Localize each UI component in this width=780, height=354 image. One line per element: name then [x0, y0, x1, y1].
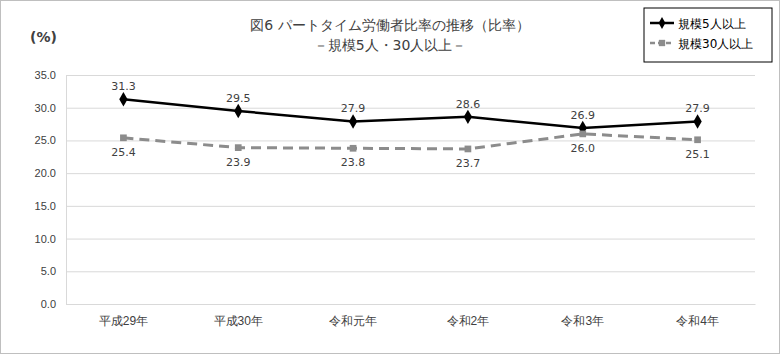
- point: [464, 110, 472, 124]
- legend-label: 規模5人以上: [678, 17, 746, 31]
- x-tick: 平成30年: [214, 304, 263, 328]
- point: [465, 146, 472, 153]
- x-tick-label: 平成30年: [214, 314, 263, 328]
- grid-line: [66, 75, 755, 76]
- y-tick-label: 25.0: [35, 134, 56, 146]
- grid-line: [66, 108, 755, 109]
- y-tick: 10.0: [35, 233, 755, 245]
- x-tick: 令和3年: [561, 304, 604, 328]
- y-label: (%): [30, 29, 57, 45]
- point: [350, 145, 357, 152]
- point: [349, 114, 357, 128]
- point: [579, 131, 586, 138]
- point: [235, 144, 242, 151]
- y-tick-label: 0.0: [41, 298, 56, 310]
- data-label: 28.6: [456, 98, 481, 111]
- subtitle: －規模5人・30人以上－: [314, 37, 467, 53]
- grid-line: [66, 271, 755, 272]
- data-labels: 31.3 29.5 27.9 28.6 26.9 27.9 25.4 23.9 23.8 23.7…: [111, 80, 710, 170]
- marks: [119, 92, 701, 152]
- series-line: [123, 134, 697, 149]
- point: [119, 92, 127, 106]
- data-label: 27.9: [341, 102, 366, 115]
- y-axis-line: [66, 76, 67, 305]
- x-axis: 平成29年 平成30年 令和元年 令和2年 令和3年 令和4年: [67, 304, 756, 328]
- chart: 0.0 5.0 10.0 15.0 20.0 25.0 30.0 35.0 平成29年 平成30年…: [0, 0, 780, 354]
- x-tick-label: 令和4年: [676, 314, 719, 328]
- grid-line: [66, 140, 755, 141]
- y-tick: 20.0: [35, 167, 755, 179]
- y-tick-label: 20.0: [35, 167, 56, 179]
- data-label: 26.9: [571, 109, 596, 122]
- data-label: 26.0: [571, 142, 596, 155]
- y-tick-label: 5.0: [41, 265, 56, 277]
- y-axis: 0.0 5.0 10.0 15.0 20.0 25.0 30.0 35.0: [35, 69, 755, 310]
- x-tick-label: 令和元年: [329, 314, 377, 328]
- data-label: 27.9: [685, 102, 710, 115]
- x-tick: 平成29年: [99, 304, 148, 328]
- x-tick-label: 令和2年: [447, 314, 490, 328]
- legend-box: [644, 8, 772, 62]
- x-axis-line: [67, 304, 756, 305]
- y-tick-label: 30.0: [35, 102, 56, 114]
- data-label: 23.8: [341, 156, 366, 169]
- x-tick-label: 平成29年: [99, 314, 148, 328]
- x-tick: 令和2年: [447, 304, 490, 328]
- legend-label: 規模30人以上: [678, 37, 753, 51]
- title: 図6 パートタイム労働者比率の推移（比率）: [250, 17, 529, 33]
- legend-marker: [659, 17, 666, 29]
- data-label: 25.1: [685, 148, 710, 161]
- x-tick: 令和4年: [676, 304, 719, 328]
- x-tick-label: 令和3年: [561, 314, 604, 328]
- data-label: 23.7: [456, 157, 481, 170]
- chart-border: [1, 1, 780, 354]
- point: [234, 104, 242, 118]
- point: [120, 134, 127, 141]
- data-label: 29.5: [226, 92, 251, 105]
- grid-line: [66, 304, 755, 305]
- grid-line: [66, 206, 755, 207]
- point: [694, 136, 701, 143]
- y-tick: 35.0: [35, 69, 755, 81]
- data-label: 31.3: [111, 80, 135, 93]
- y-tick: 30.0: [35, 102, 755, 114]
- y-tick-label: 10.0: [35, 233, 56, 245]
- grid-line: [66, 239, 755, 240]
- data-label: 25.4: [111, 146, 135, 159]
- point: [693, 114, 701, 128]
- series-line: [123, 99, 697, 128]
- data-label: 23.9: [226, 156, 251, 169]
- legend: 規模5人以上規模30人以上: [644, 8, 772, 62]
- legend-marker: [659, 40, 665, 46]
- x-tick: 令和元年: [329, 304, 377, 328]
- y-tick: 15.0: [35, 200, 755, 212]
- plot: 0.0 5.0 10.0 15.0 20.0 25.0 30.0 35.0 平成29年 平成30年…: [35, 69, 756, 328]
- y-tick: 5.0: [41, 265, 755, 277]
- y-tick-label: 15.0: [35, 200, 56, 212]
- y-tick-label: 35.0: [35, 69, 56, 81]
- y-tick: 0.0: [41, 298, 755, 310]
- grid-line: [66, 173, 755, 174]
